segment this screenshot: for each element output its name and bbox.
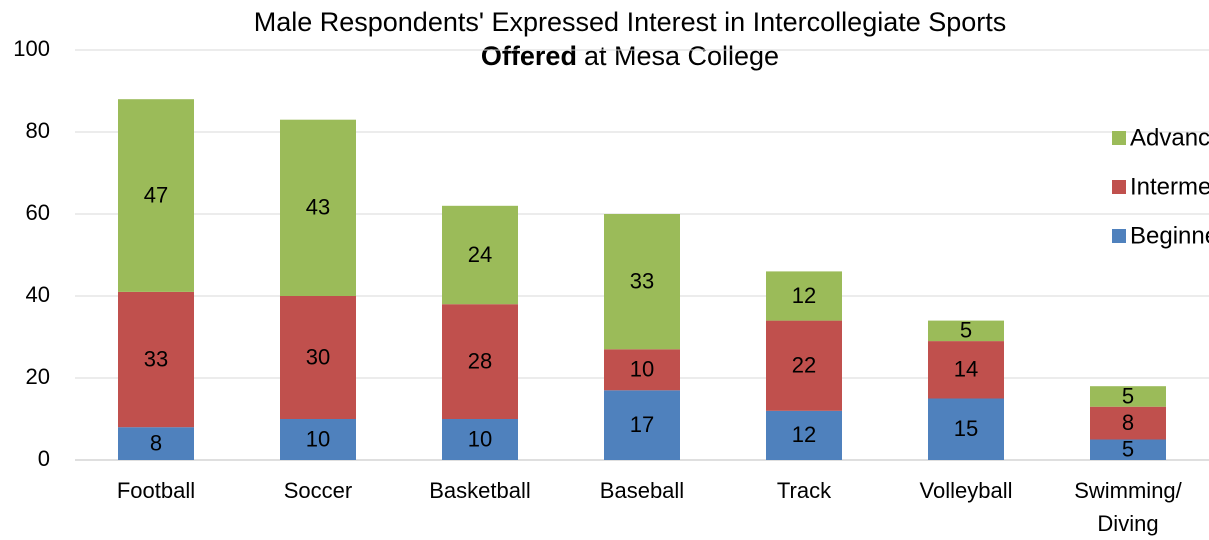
data-label: 47 [144, 182, 168, 207]
bar-segment [604, 390, 680, 460]
legend-label: Advanced [1130, 124, 1209, 151]
data-label: 43 [306, 195, 330, 220]
data-label: 14 [954, 357, 978, 382]
legend-swatch [1112, 229, 1126, 243]
x-tick-label: Swimming/Diving [1074, 478, 1182, 536]
data-label: 8 [150, 430, 162, 455]
bar-segment [1090, 406, 1166, 440]
bar-segment [280, 296, 356, 419]
x-tick-label: Football [117, 478, 195, 503]
bar-segment [766, 271, 842, 321]
bar-segment [604, 214, 680, 350]
y-tick-label: 0 [38, 446, 50, 471]
data-label: 15 [954, 416, 978, 441]
data-label: 12 [792, 283, 816, 308]
bar-segment [928, 320, 1004, 342]
subtitle: at Mesa College [584, 41, 779, 71]
y-tick-label: 100 [13, 36, 50, 61]
bar-segment [118, 99, 194, 292]
data-label: 28 [468, 348, 492, 373]
x-tick-label: Soccer [284, 478, 352, 503]
legend-label: Beginner [1130, 222, 1209, 249]
y-tick-label: 40 [26, 282, 50, 307]
bar-segment [118, 427, 194, 460]
legend-label: Intermediate [1130, 173, 1209, 200]
chart-title: Male Respondents' Expressed Interest in … [254, 7, 1007, 37]
data-label: 22 [792, 353, 816, 378]
chart-subtitle: Offered at Mesa College [481, 41, 779, 71]
data-label: 30 [306, 344, 330, 369]
data-label: 5 [1122, 437, 1134, 462]
bar-segment [442, 205, 518, 305]
data-label: 33 [144, 346, 168, 371]
data-label: 10 [468, 426, 492, 451]
bar-segment [1090, 439, 1166, 460]
bar-segment [280, 419, 356, 460]
data-label: 10 [630, 357, 654, 382]
data-label: 8 [1122, 410, 1134, 435]
legend-swatch [1112, 131, 1126, 145]
data-label: 17 [630, 412, 654, 437]
bar-segment [1090, 386, 1166, 407]
x-tick-label: Track [777, 478, 832, 503]
bar-segment [928, 398, 1004, 460]
data-label: 10 [306, 426, 330, 451]
y-tick-label: 80 [26, 118, 50, 143]
bar-segment [118, 291, 194, 428]
x-tick-label: Volleyball [920, 478, 1013, 503]
bar-segment [928, 341, 1004, 399]
data-label: 33 [630, 268, 654, 293]
y-tick-label: 60 [26, 200, 50, 225]
bar-segment [280, 119, 356, 296]
legend-swatch [1112, 180, 1126, 194]
bar-segment [442, 419, 518, 460]
x-tick-label: Basketball [429, 478, 531, 503]
bar-segment [766, 320, 842, 411]
bar-segment [604, 349, 680, 391]
bar-segment [442, 304, 518, 419]
data-label: 12 [792, 422, 816, 447]
data-label: 24 [468, 242, 492, 267]
bar-segment [766, 410, 842, 460]
data-label: 5 [1122, 383, 1134, 408]
subtitle-bold: Offered [481, 41, 577, 71]
x-tick-label: Baseball [600, 478, 684, 503]
y-tick-label: 20 [26, 364, 50, 389]
data-label: 5 [960, 318, 972, 343]
